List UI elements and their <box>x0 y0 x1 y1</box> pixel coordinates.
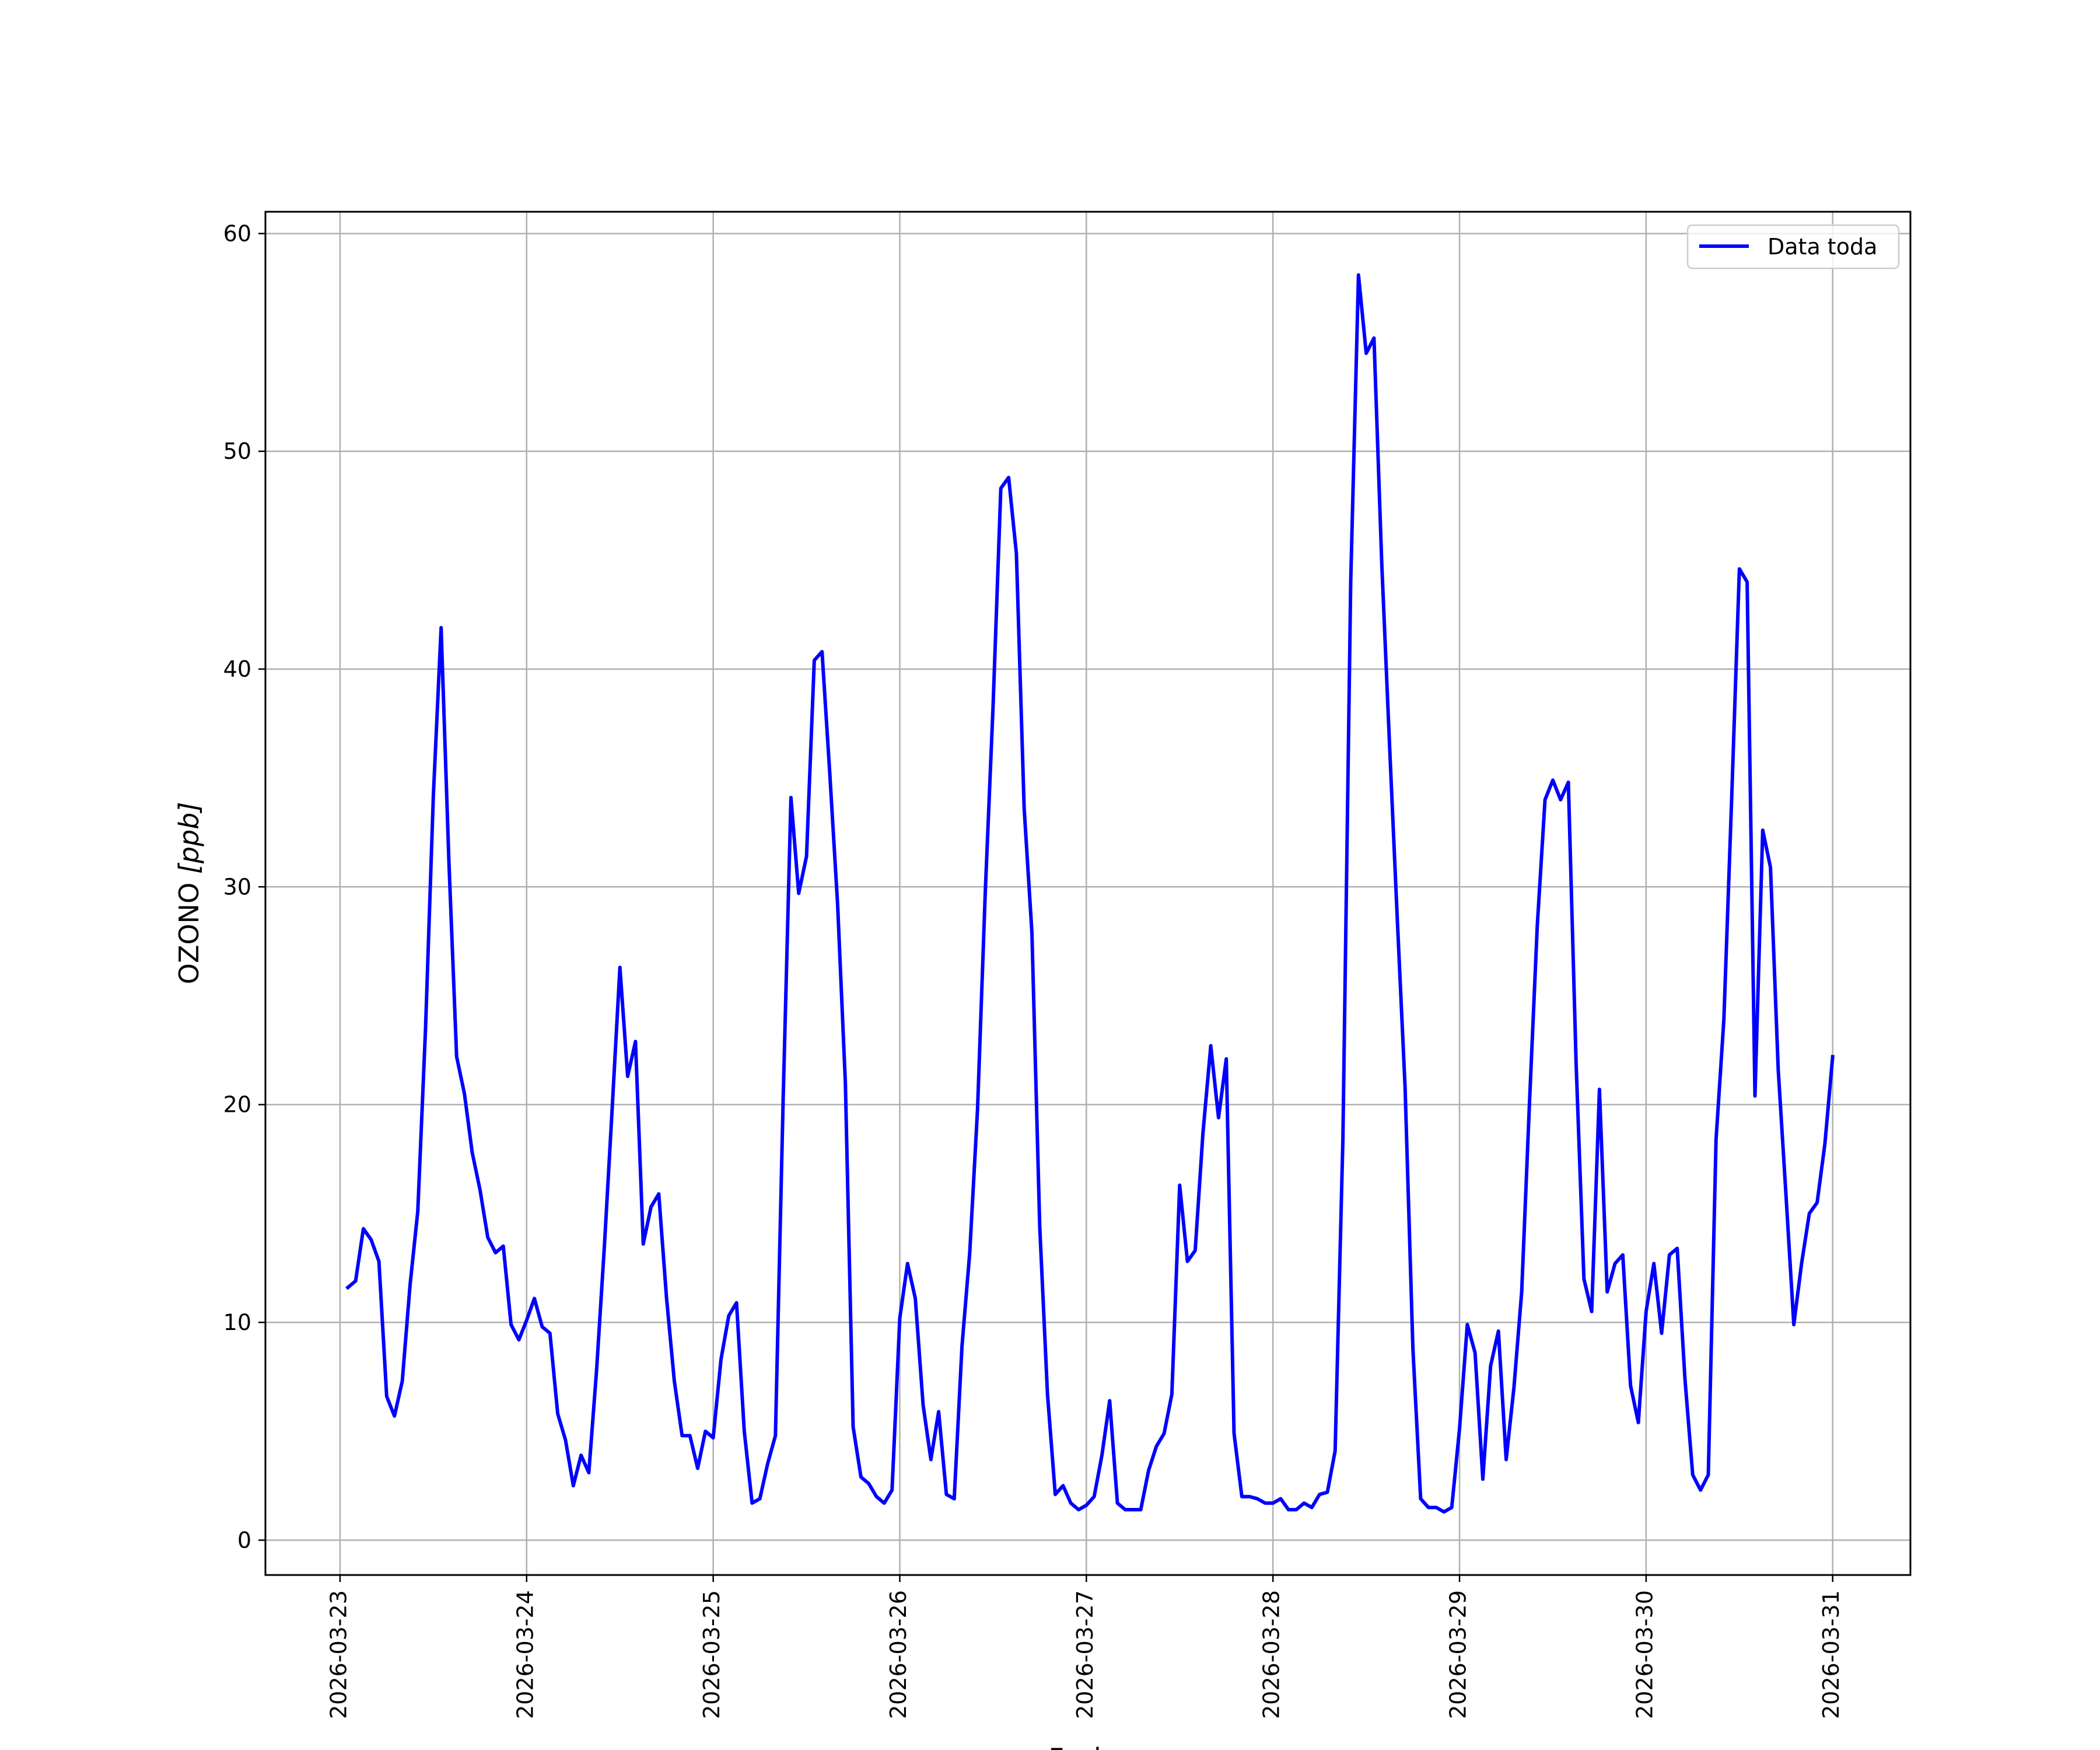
x-gridlines <box>339 212 1833 1575</box>
x-tick-label: 2026-03-25 <box>699 1590 724 1719</box>
legend[interactable]: Data toda <box>1686 224 1900 270</box>
legend-box <box>1686 224 1900 270</box>
x-tick-label: 2026-03-29 <box>1446 1590 1471 1719</box>
legend-label-data-toda: Data toda <box>1768 234 1877 260</box>
x-tick-label: 2026-03-23 <box>326 1590 351 1719</box>
y-tick-label: 60 <box>223 220 251 246</box>
x-axis-ticks: 2026-03-23 2026-03-24 2026-03-25 2026-03-26… <box>326 1575 1844 1719</box>
x-tick-label: 2026-03-26 <box>886 1590 911 1719</box>
y-axis-ticks: 0 10 20 30 40 50 60 <box>223 220 265 1553</box>
series-line-data-toda <box>345 273 1835 1514</box>
x-tick-label: 2026-03-24 <box>512 1590 538 1719</box>
y-tick-label: 30 <box>223 874 251 900</box>
x-tick-label: 2026-03-28 <box>1259 1590 1284 1719</box>
y-gridlines <box>265 233 1910 1541</box>
x-tick-label: 2026-03-27 <box>1072 1590 1098 1719</box>
y-tick-label: 40 <box>223 656 251 682</box>
x-tick-label: 2026-03-30 <box>1632 1590 1657 1719</box>
y-axis-label: OZONO [ppb] <box>173 802 205 985</box>
y-tick-label: 10 <box>223 1310 251 1335</box>
y-axis-label-unit: [ppb] <box>173 802 205 874</box>
y-tick-label: 0 <box>237 1527 251 1553</box>
plot-area-frame <box>264 211 1912 1576</box>
y-axis-label-main: OZONO <box>173 874 205 984</box>
y-tick-label: 50 <box>223 439 251 464</box>
x-axis-label: Fecha <box>1049 1742 1128 1750</box>
x-tick-label: 2026-03-31 <box>1818 1590 1844 1719</box>
y-tick-label: 20 <box>223 1092 251 1118</box>
